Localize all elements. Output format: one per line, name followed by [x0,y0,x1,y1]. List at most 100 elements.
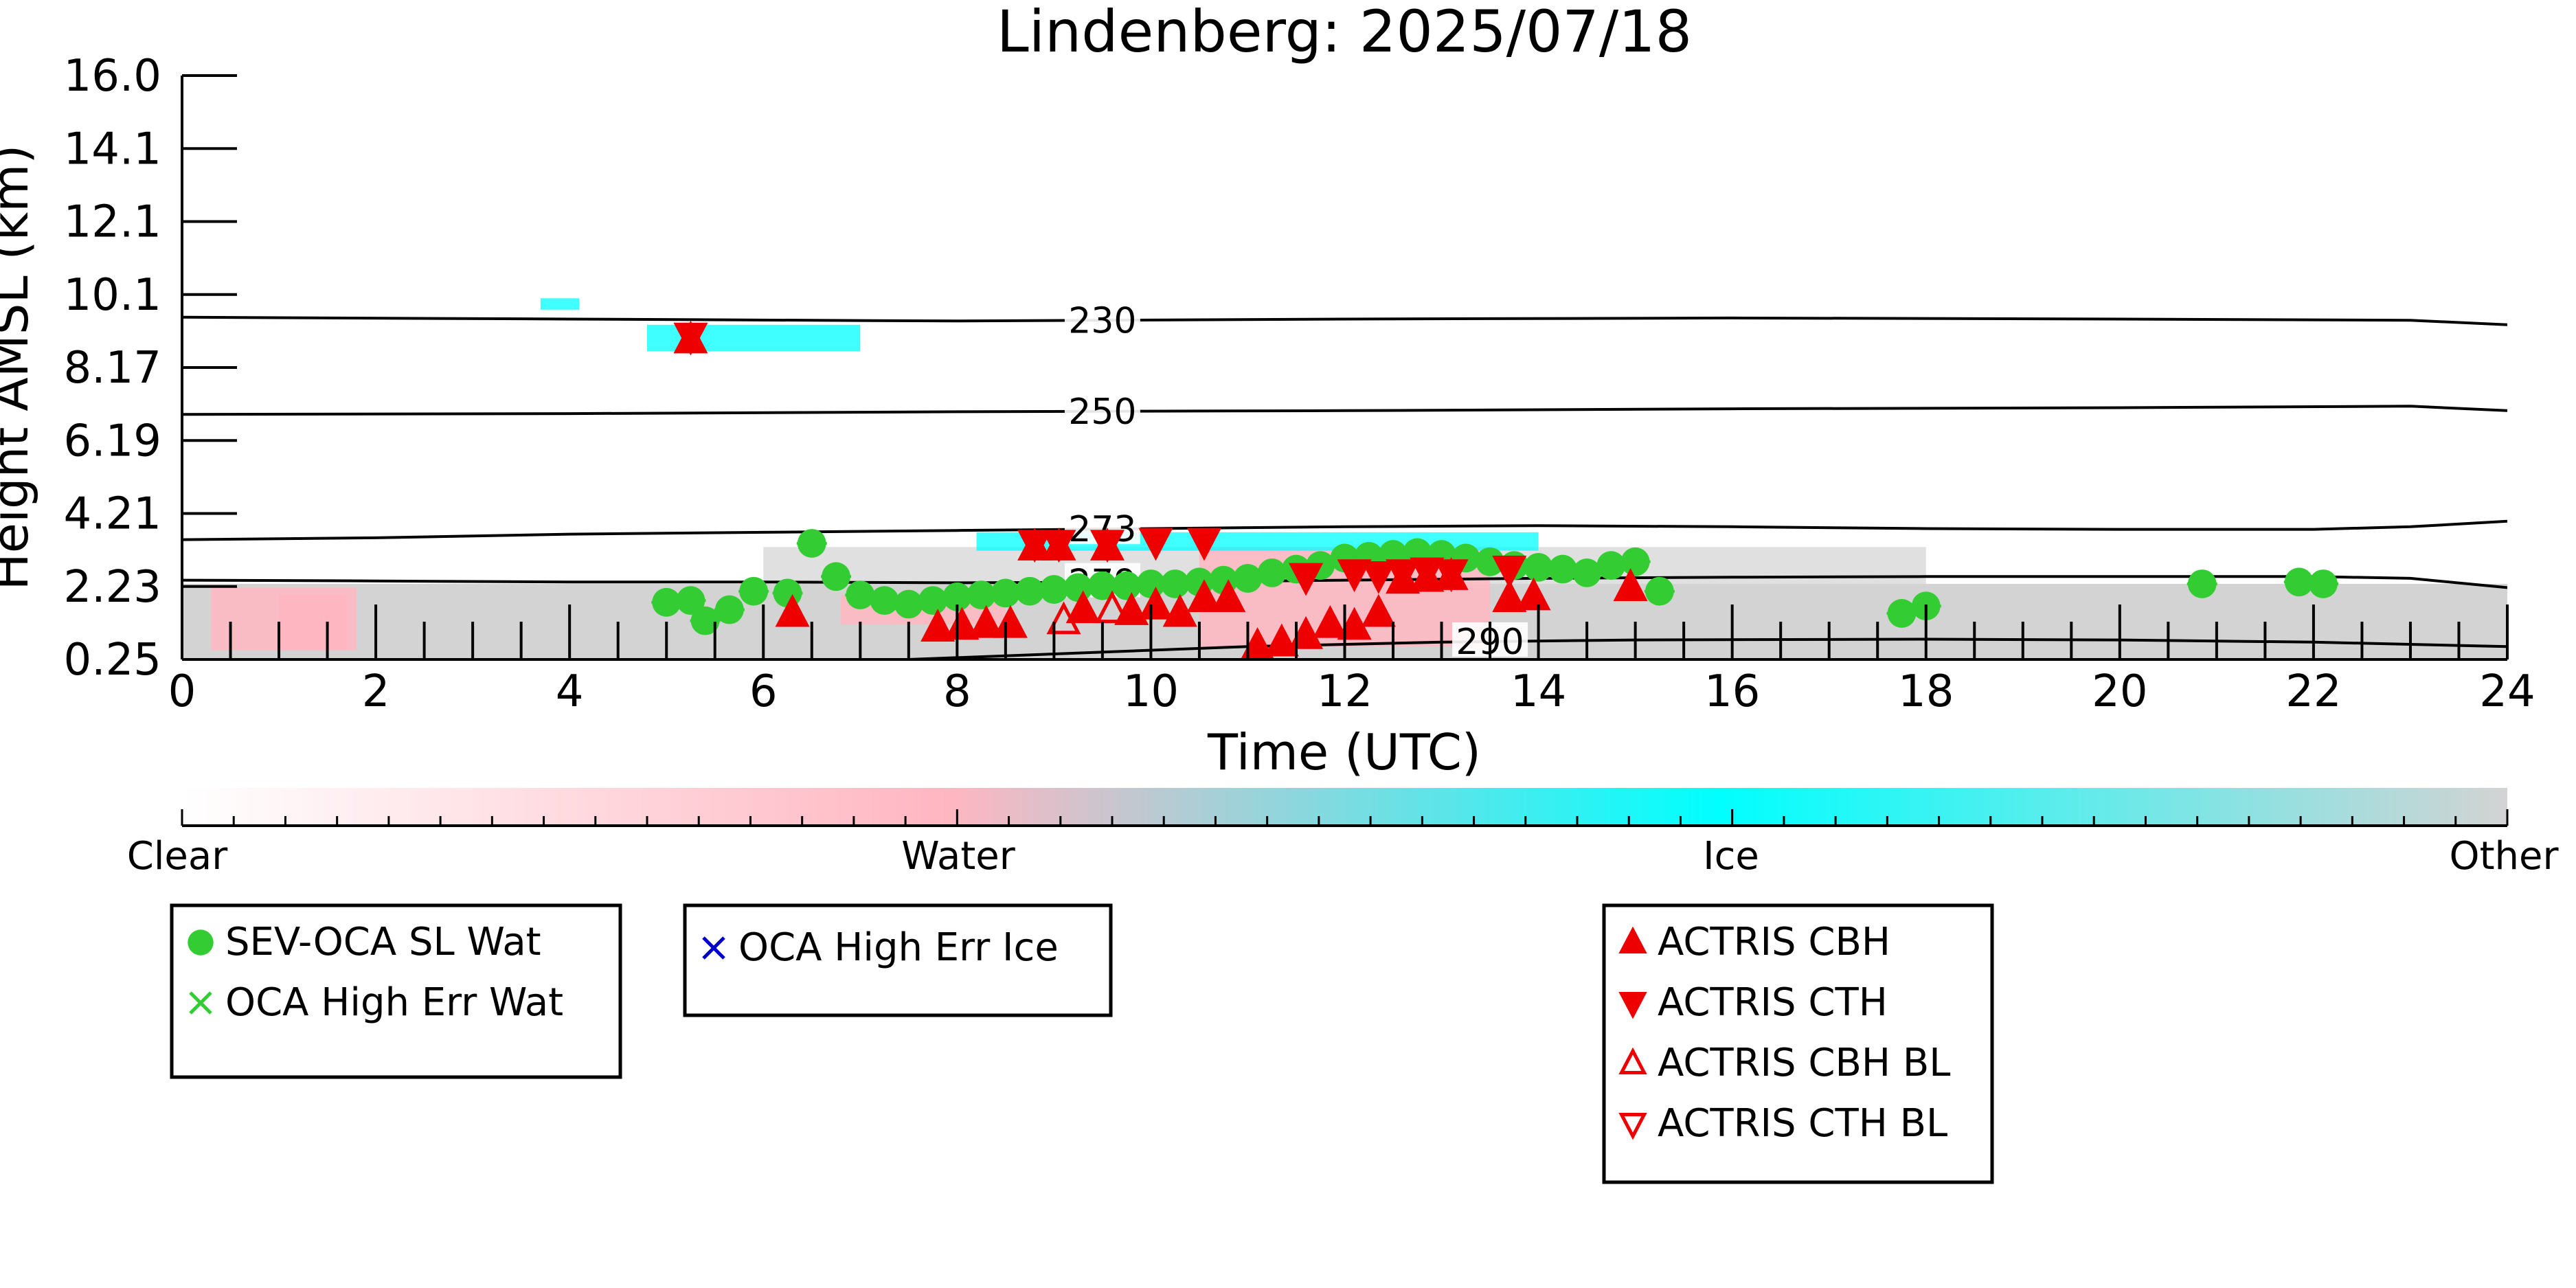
data-point [676,586,705,615]
data-point [1186,579,1222,613]
data-point [1087,571,1117,600]
data-point [1233,564,1263,593]
data-point [714,595,744,624]
data-point [1887,599,1917,628]
data-point [1015,576,1045,606]
legend-marker [188,929,214,956]
data-point [1160,569,1190,598]
x-tick-label: 16 [1704,666,1760,717]
legend-frame [170,903,622,1079]
data-point [1337,559,1372,593]
data-point [1337,607,1372,640]
data-point [967,580,996,609]
data-point [1089,530,1125,563]
data-point [775,594,810,627]
legend-entry: ACTRIS CTH BL [1618,1101,1947,1146]
data-point [1289,563,1324,596]
colorbar-label-water: Water [901,834,1016,879]
data-point [1138,528,1173,561]
legend-label: ACTRIS CTH [1658,980,1888,1025]
data-point [1596,551,1626,580]
data-point [1094,590,1130,624]
data-point [1613,568,1648,601]
y-tick-label: 14.1 [64,124,162,174]
x-tick-label: 8 [943,666,971,717]
data-point [2284,567,2314,597]
legend-marker [702,936,725,960]
data-point [1313,605,1348,638]
data-point [993,605,1028,638]
legends: SEV-OCA SL Wat OCA High Err Wat OCA High E… [170,903,1994,1184]
contour-250 [182,405,2507,416]
legend-marker [1618,992,1647,1019]
x-tick-label: 10 [1123,666,1179,717]
legend-marker [189,991,212,1015]
data-point [1186,528,1222,561]
data-point [739,576,769,606]
data-point [991,578,1020,608]
chart-title: Lindenberg: 2025/07/18 [997,0,1692,65]
data-point [1041,530,1076,563]
x-tick-label: 2 [362,666,390,717]
data-point [846,580,875,609]
data-point [1524,552,1553,582]
data-point [945,607,980,640]
colorbar-label-clear: Clear [127,834,228,879]
mask-ice-patch [540,298,580,310]
data-point [969,605,1004,638]
x-tick-label: 24 [2479,666,2535,717]
y-tick-label: 6.19 [64,416,162,466]
data-point [1386,559,1421,593]
y-tick-label: 10.1 [64,270,162,321]
legend-entry: SEV-OCA SL Wat [188,920,541,964]
data-point [1645,576,1674,606]
legend-label: SEV-OCA SL Wat [225,920,541,964]
data-point [1017,530,1052,563]
colorbar-label-other: Other [2449,834,2559,879]
legend-box-1: SEV-OCA SL Wat OCA High Err Wat [170,903,622,1079]
data-point [1572,558,1602,587]
x-tick-label: 20 [2092,666,2147,717]
data-point [1492,555,1527,589]
data-point [918,586,947,615]
y-tick-label: 12.1 [64,197,162,248]
data-point [1039,575,1069,604]
colorbar-gradient [182,788,2507,826]
legend-entry: OCA High Err Wat [189,980,563,1025]
x-tick-label: 6 [749,666,778,717]
series-actris-cth [673,322,1527,596]
x-tick-label: 18 [1898,666,1954,717]
contour-label-bg [1064,301,1140,336]
x-axis-label: Time (UTC) [1207,723,1481,781]
y-tick-label: 0.25 [64,635,162,686]
legend-box-3: ACTRIS CBH ACTRIS CTH ACTRIS CBH BL ACTRIS … [1602,903,1994,1184]
data-point [1434,559,1469,593]
series-actris-cbh-bl [1046,590,1130,635]
legend-marker [1618,1047,1647,1074]
data-point [1136,569,1166,598]
data-point [1162,594,1197,627]
phase-colorbar: Clear Water Ice Other [127,788,2559,879]
x-tick-label: 14 [1511,666,1566,717]
x-tick-label: 4 [556,666,584,717]
legend-label: ACTRIS CBH [1658,920,1890,964]
data-point [1112,571,1142,600]
mask-water-patch [279,595,347,651]
x-tick-label: 0 [168,666,196,717]
legend-box-2: OCA High Err Ice [683,903,1113,1017]
contour-230 [182,315,2507,326]
data-markers [651,320,2339,659]
legend-label: ACTRIS CTH BL [1658,1101,1947,1146]
legend-entry: ACTRIS CBH BL [1618,1041,1950,1085]
y-tick-label: 16.0 [64,51,162,102]
data-point [1620,547,1650,576]
data-point [1361,594,1396,627]
data-point [1410,557,1445,591]
legend-frame [1602,903,1994,1184]
y-axis-label: Height AMSL (km) [0,145,39,591]
data-point [1264,623,1299,657]
x-tick-label: 12 [1317,666,1372,717]
data-point [2309,569,2338,598]
